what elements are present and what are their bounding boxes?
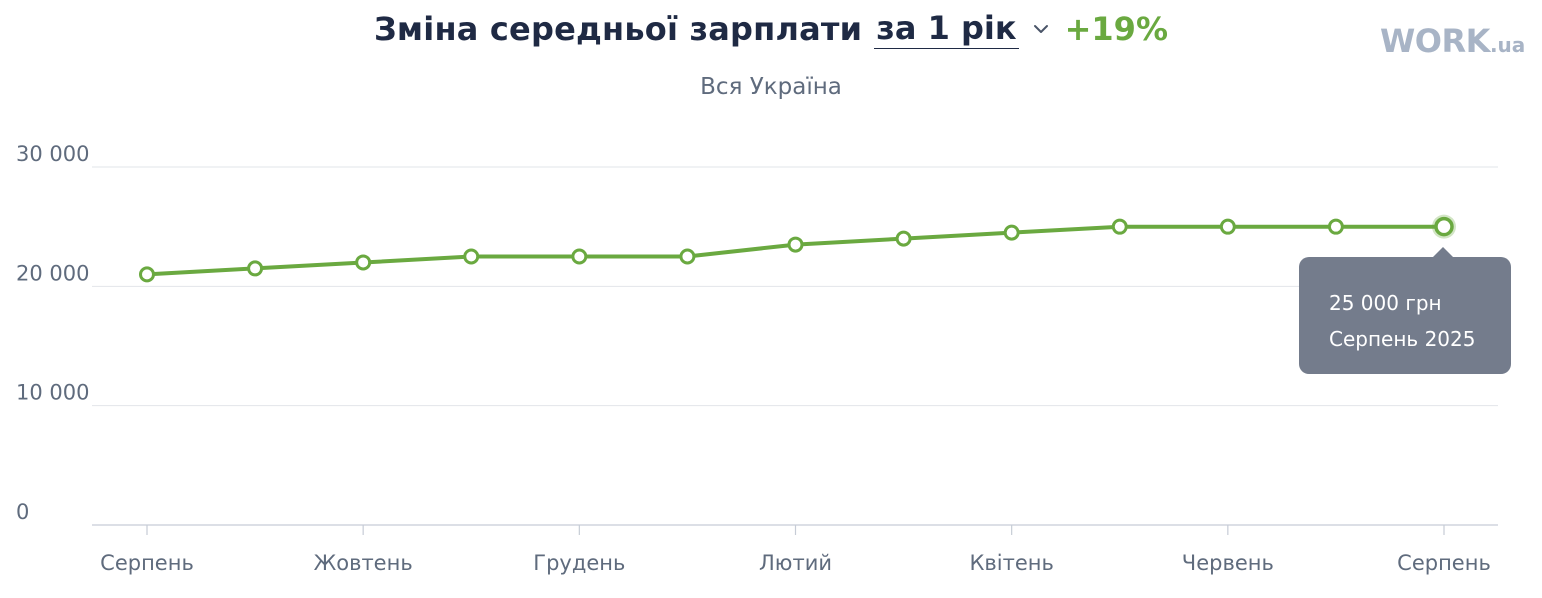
y-tick-label: 30 000	[16, 142, 89, 166]
data-point-active[interactable]	[1434, 216, 1454, 237]
logo-suffix-text: .ua	[1489, 33, 1526, 57]
x-tick-label: Лютий	[759, 551, 832, 575]
data-point[interactable]	[463, 248, 480, 265]
x-tick-label: Серпень	[1397, 551, 1491, 575]
x-tick-label: Жовтень	[314, 551, 413, 575]
work-ua-logo[interactable]: WORK.ua	[1380, 22, 1525, 60]
y-tick-label: 20 000	[16, 261, 89, 285]
logo-main-text: WORK	[1380, 22, 1490, 60]
data-point[interactable]	[787, 236, 804, 253]
chart-title: Зміна середньої зарплати	[373, 9, 863, 48]
data-point[interactable]	[247, 260, 264, 277]
data-point[interactable]	[355, 254, 372, 271]
chart-header: Зміна середньої зарплати за 1 рік +19%	[0, 8, 1542, 49]
x-tick-label: Грудень	[533, 551, 625, 575]
data-point[interactable]	[679, 248, 696, 265]
region-subtitle: Вся Україна	[700, 74, 842, 100]
data-point[interactable]	[1003, 224, 1020, 241]
period-selector[interactable]: за 1 рік	[874, 9, 1019, 49]
x-tick-label: Червень	[1182, 551, 1274, 575]
title-row: Зміна середньої зарплати за 1 рік +19%	[374, 8, 1168, 49]
x-tick-label: Серпень	[100, 551, 194, 575]
change-percent: +19%	[1064, 9, 1168, 48]
data-point[interactable]	[895, 230, 912, 247]
tooltip-value: 25 000 грн	[1329, 291, 1442, 315]
data-point[interactable]	[571, 248, 588, 265]
data-point[interactable]	[139, 266, 155, 283]
tooltip-date: Серпень 2025	[1329, 327, 1476, 351]
y-tick-label: 0	[16, 500, 29, 524]
data-point[interactable]	[1327, 218, 1344, 235]
x-tick-label: Квітень	[969, 551, 1053, 575]
chevron-down-icon[interactable]	[1033, 23, 1049, 35]
data-point[interactable]	[1219, 218, 1236, 235]
data-point[interactable]	[1111, 218, 1128, 235]
point-tooltip: 25 000 грн Серпень 2025	[1299, 247, 1511, 374]
y-tick-label: 10 000	[16, 381, 89, 405]
